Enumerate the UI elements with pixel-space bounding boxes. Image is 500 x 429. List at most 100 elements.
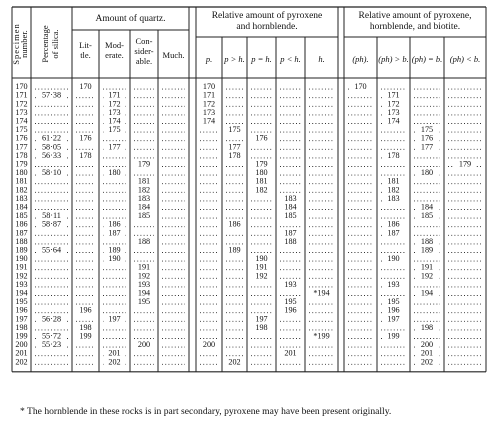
quartz-considerable-entry: 200 [138,340,150,349]
specimen-number: 188 [15,237,27,246]
silica-cell-bg [36,90,67,100]
header-biotite-column: (ph) > b. [378,54,409,64]
pyroxene-eq-hornblende-entry: 179 [255,160,267,169]
ph-gt-biotite-entry-bg [382,253,405,263]
specimen-number: 178 [15,151,27,160]
pyroxene-lt-hornblende-entry-bg [279,305,302,315]
header-biotite-column: (ph). [352,54,368,64]
header-quartz-column: tle. [80,50,91,60]
ph-eq-biotite-entry: 194 [421,289,433,298]
ph-eq-biotite-entry: 200 [421,340,433,349]
ph-eq-biotite-entry: 192 [421,271,433,280]
ph-gt-biotite-entry-bg [382,107,405,117]
quartz-considerable-entry-bg [133,236,155,246]
specimen-number: 190 [15,254,27,263]
specimen-number: 202 [15,357,27,366]
quartz-considerable-entry: 188 [138,237,150,246]
ph-eq-biotite-entry-bg [416,322,438,332]
quartz-considerable-entry: 181 [138,177,150,186]
quartz-moderate-entry-bg [103,245,126,254]
ph-gt-biotite-entry: 171 [387,91,399,100]
ph-eq-biotite-entry: 188 [421,237,433,246]
silica-value: 57·38 [42,91,61,100]
header-pyroxene-column: p = h. [250,54,272,64]
ph-eq-biotite-entry-bg [416,133,438,143]
pyroxene-lt-hornblende-entry: 196 [284,306,296,315]
specimen-number: 180 [15,168,27,177]
ph-only-entry: 170 [354,82,366,91]
header-biotite-column: (ph) = b. [412,54,443,64]
header-quartz: Amount of quartz. [96,13,166,24]
pyroxene-lt-hornblende-entry: 201 [284,349,296,358]
header-quartz-column: erate. [105,50,124,60]
pyroxene-lt-hornblende-entry: 187 [284,228,296,237]
ph-gt-biotite-entry-bg [382,313,405,323]
quartz-considerable-entry-bg [133,270,155,280]
quartz-considerable-entry: 184 [138,203,150,212]
pyroxene-gt-hornblende-entry: 189 [228,246,240,255]
quartz-considerable-entry-bg [133,210,155,220]
specimen-number: 187 [15,228,27,237]
ph-eq-biotite-entry-bg [416,236,438,246]
quartz-moderate-entry: 187 [108,228,120,237]
pyroxene-lt-hornblende-entry-bg [279,202,302,211]
ph-gt-biotite-entry: 178 [387,151,399,160]
pyroxene-lt-hornblende-entry: 188 [284,237,296,246]
ph-gt-biotite-entry: 173 [387,108,399,117]
quartz-considerable-entry: 193 [138,280,150,289]
pyroxene-gt-hornblende-entry-bg [223,141,246,151]
ph-gt-biotite-entry: 187 [387,228,399,237]
ph-gt-biotite-entry: 174 [387,117,399,126]
pyroxene-eq-hornblende-entry-bg [250,253,273,263]
ph-eq-biotite-entry: 175 [421,125,433,134]
silica-value: 58·05 [42,142,61,151]
pyroxene-lt-hornblende-entry-bg [279,236,302,246]
quartz-moderate-entry: 189 [108,246,120,255]
quartz-considerable-entry: 183 [138,194,150,203]
header-pyroxene-column: h. [318,54,324,64]
pyroxene-only-entry: 172 [203,99,215,108]
ph-eq-biotite-entry: 201 [421,349,433,358]
ph-eq-biotite-entry: 185 [421,211,433,220]
pyroxene-eq-hornblende-entry-bg [250,184,273,194]
ph-eq-biotite-entry-bg [416,167,438,177]
ph-eq-biotite-entry-bg [416,202,438,211]
ph-gt-biotite-entry-bg [382,176,405,186]
silica-cell-bg [36,150,67,160]
specimen-number: 183 [15,194,27,203]
quartz-little-entry: 178 [79,151,91,160]
ph-gt-biotite-entry: 197 [387,314,399,323]
pyroxene-only-entry: 174 [203,117,215,126]
pyroxene-eq-hornblende-entry: 176 [255,134,267,143]
ph-eq-biotite-entry: 176 [421,134,433,143]
silica-value: 58·87 [42,220,61,229]
quartz-little-entry-bg [74,305,97,315]
specimen-number: 171 [15,91,27,100]
pyroxene-eq-hornblende-entry-bg [250,313,273,323]
quartz-little-entry-bg [74,322,97,332]
specimen-number: 192 [15,271,27,280]
pyroxene-eq-hornblende-entry-bg [250,270,273,280]
pyroxene-lt-hornblende-entry-bg [279,193,302,203]
silica-value: 55·72 [42,332,61,341]
quartz-moderate-entry: 175 [108,125,120,134]
quartz-moderate-entry-bg [103,124,126,134]
ph-gt-biotite-entry-bg [382,227,405,237]
ph-gt-biotite-entry-bg [382,116,405,125]
pyroxene-lt-hornblende-entry: 184 [284,203,296,212]
pyroxene-lt-hornblende-entry-bg [279,227,302,237]
specimen-number: 191 [15,263,27,272]
pyroxene-eq-hornblende-entry-bg [250,322,273,332]
pyroxene-only-entry-bg [198,116,220,125]
pyroxene-only-entry: 200 [203,340,215,349]
quartz-little-entry: 176 [79,134,91,143]
ph-gt-biotite-entry-bg [382,296,405,306]
specimen-number: 193 [15,280,27,289]
pyroxene-eq-hornblende-entry: 192 [255,271,267,280]
ph-gt-biotite-entry: 172 [387,99,399,108]
pyroxene-gt-hornblende-entry: 202 [228,357,240,366]
specimen-number: 174 [15,117,27,126]
specimen-number: 198 [15,323,27,332]
footnote: * The hornblende in these rocks is in pa… [20,406,392,417]
